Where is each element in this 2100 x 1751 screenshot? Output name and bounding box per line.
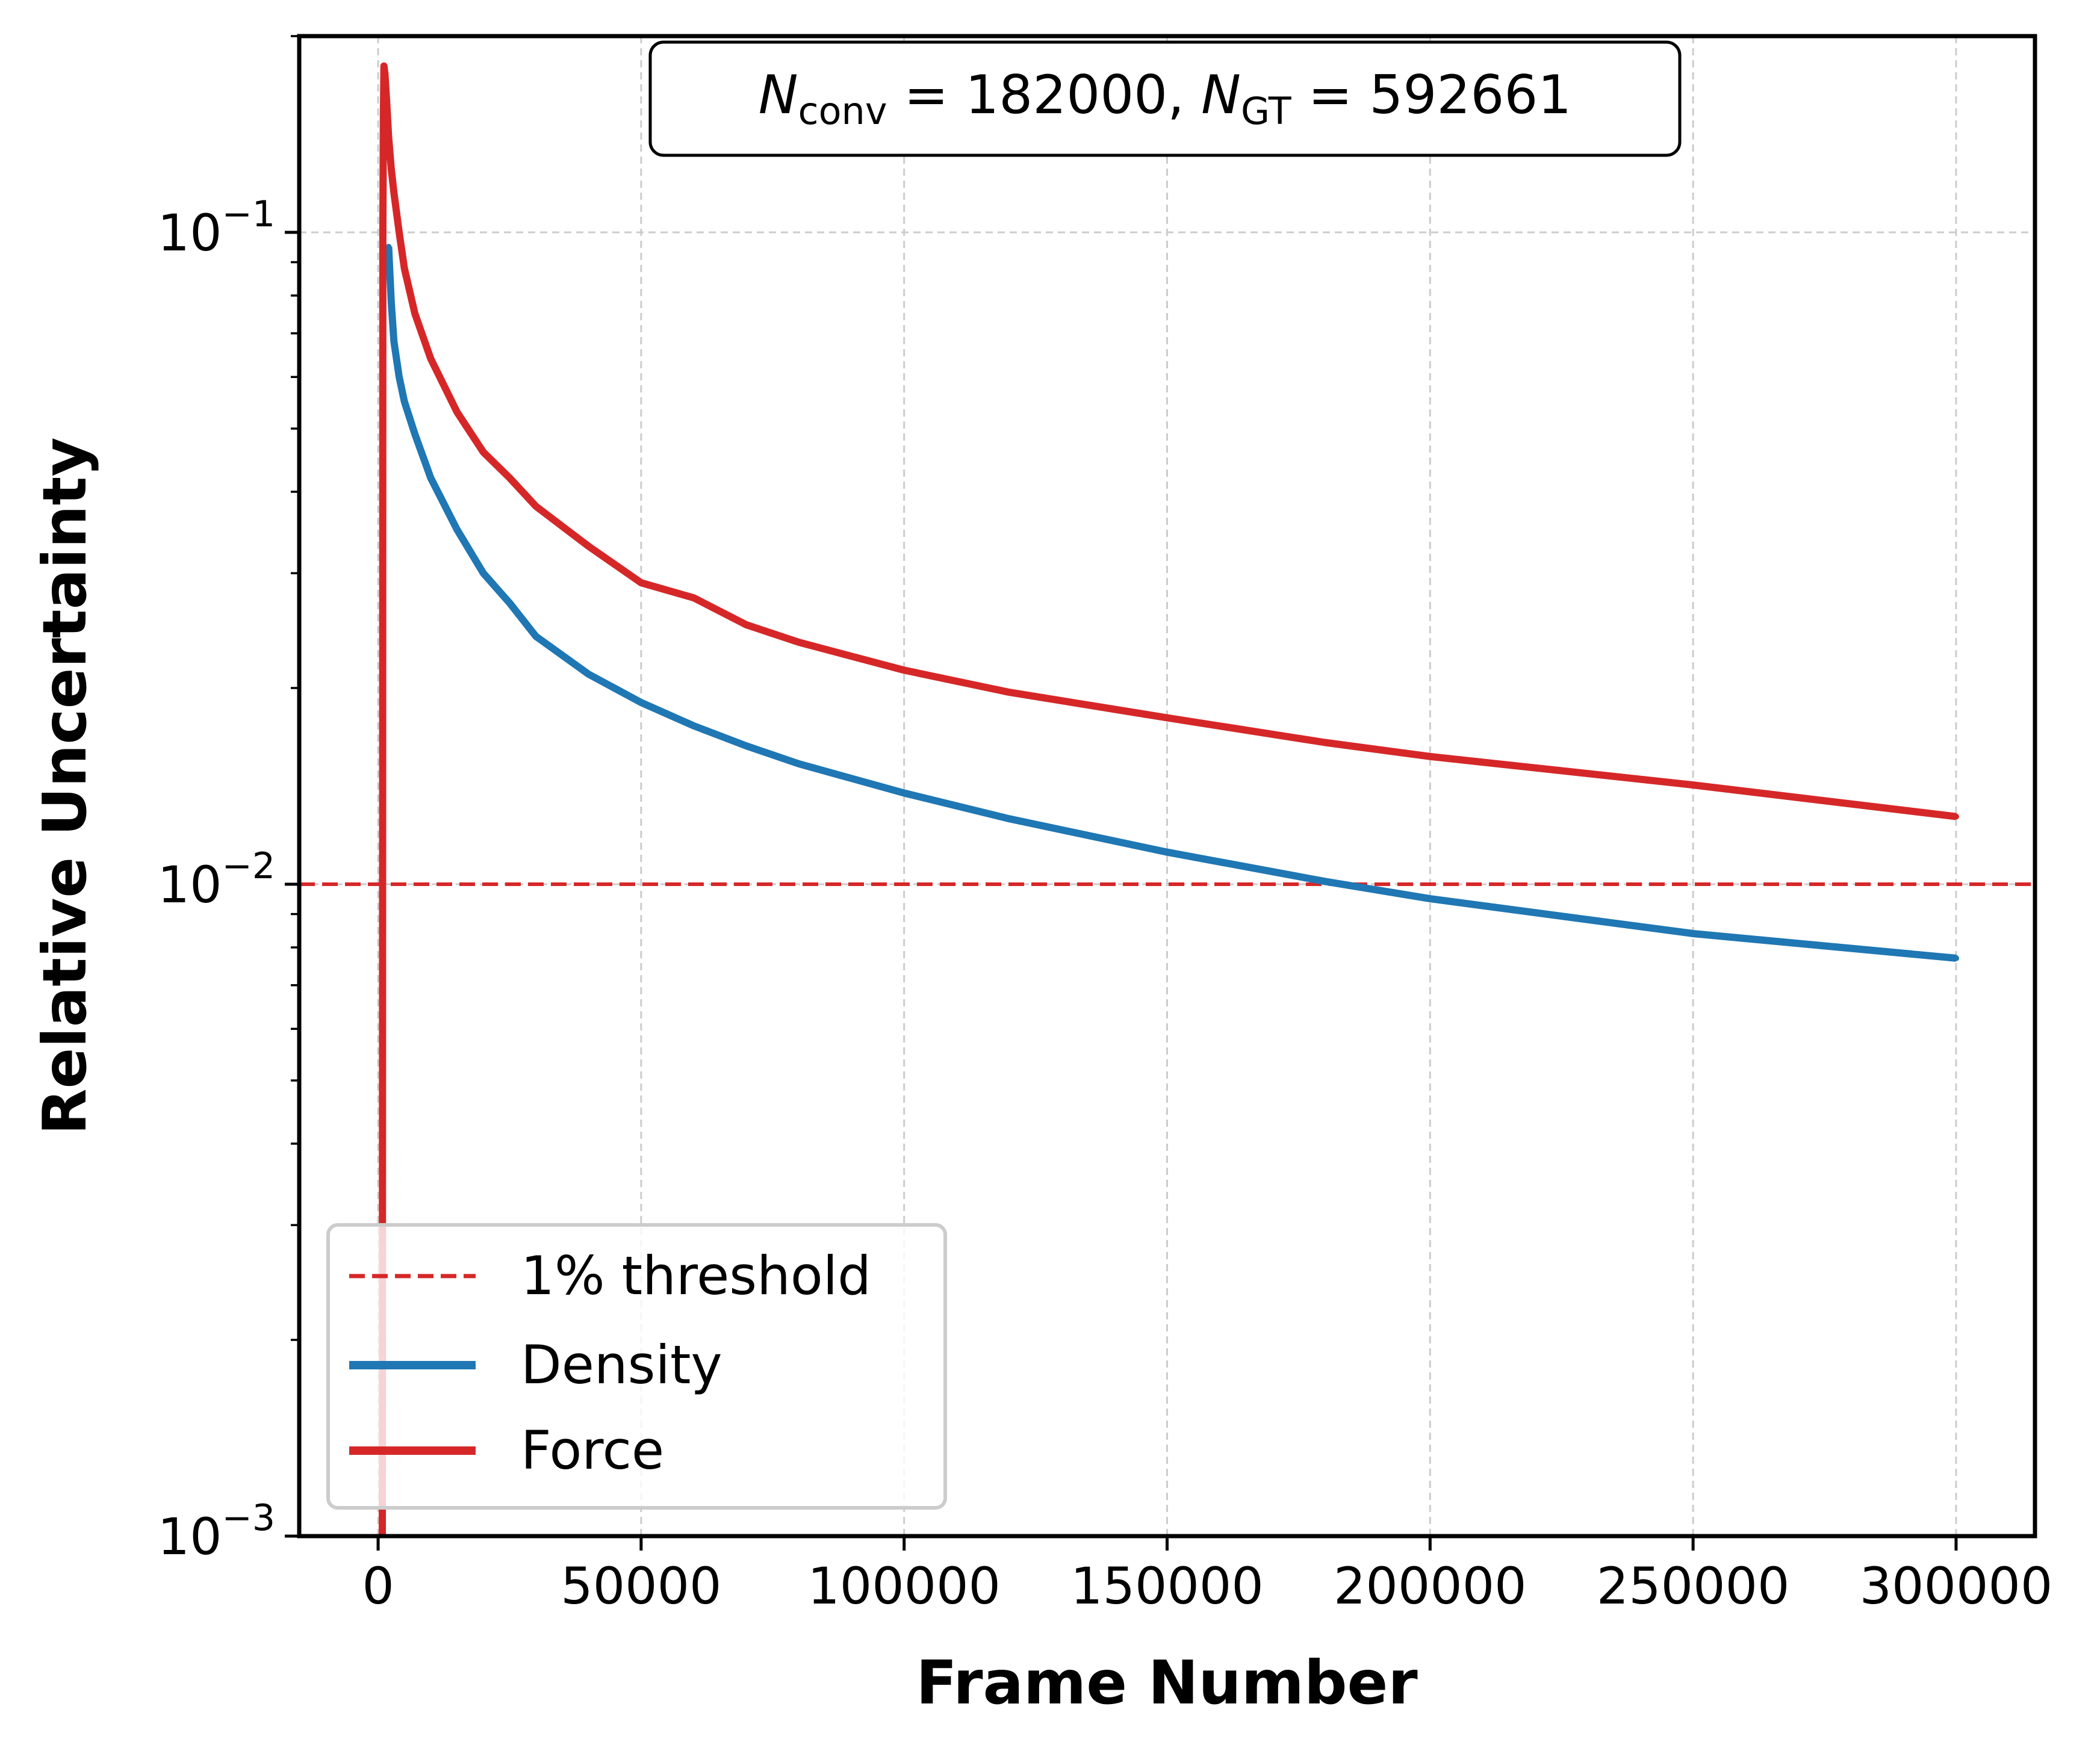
force-point [1164, 714, 1170, 721]
force-point [1006, 689, 1013, 696]
force-point [385, 134, 392, 140]
density-point [427, 475, 434, 481]
x-tick-label: 150000 [1070, 1557, 1264, 1616]
y-tick-label: 10−2 [158, 845, 275, 914]
n-gt-symbol: N [1201, 64, 1241, 126]
legend-density-label: Density [521, 1334, 722, 1396]
x-tick-label: 100000 [807, 1557, 1001, 1616]
y-axis-label: Relative Uncertainty [30, 437, 100, 1135]
force-point [388, 166, 394, 173]
force-point [638, 580, 644, 586]
force-point [396, 229, 402, 235]
x-tick-label: 200000 [1334, 1557, 1527, 1616]
density-point [691, 722, 697, 729]
force-point [743, 622, 750, 628]
density-point [412, 431, 418, 438]
force-point [380, 114, 387, 121]
force-point [506, 475, 513, 481]
density-point [1427, 896, 1434, 902]
density-point [1006, 816, 1013, 822]
density-point [388, 299, 394, 306]
force-point [1427, 753, 1434, 760]
force-point [1953, 813, 1959, 820]
force-point [796, 639, 802, 646]
force-point [533, 503, 539, 510]
density-point [1322, 878, 1328, 885]
force-point [1690, 782, 1697, 789]
density-point [901, 790, 907, 796]
force-point [454, 409, 461, 415]
density-point [743, 743, 750, 749]
legend: 1% threshold Density Force [326, 1223, 947, 1510]
density-point [401, 398, 408, 405]
density-point [585, 671, 592, 677]
y-tick-label: 10−1 [158, 193, 275, 262]
y-tick-label: 10−3 [158, 1497, 275, 1566]
series-layer [299, 62, 2035, 1536]
density-point [1690, 931, 1697, 937]
annotation-text: Nconv = 182000, NGT = 592661 [759, 64, 1572, 133]
force-point [691, 595, 697, 601]
force-point [480, 449, 486, 456]
x-tick-label: 250000 [1597, 1557, 1790, 1616]
x-tick-label: 0 [362, 1557, 394, 1616]
x-tick-label: 300000 [1860, 1557, 2053, 1616]
legend-force-label: Force [521, 1419, 664, 1481]
force-point [585, 543, 592, 550]
x-tick-label: 50000 [561, 1557, 721, 1616]
force-point [391, 190, 397, 196]
density-point [533, 633, 539, 640]
density-point [1164, 849, 1170, 855]
axis-ticks: 0 50000 100000 150000 200000 250000 300000 10−3… [158, 35, 2053, 1616]
x-axis-label: Frame Number [916, 1647, 1418, 1718]
n-gt-subscript: GT [1241, 89, 1292, 133]
annotation-box: Nconv = 182000, NGT = 592661 [648, 40, 1682, 157]
n-conv-subscript: conv [798, 89, 887, 133]
force-point [401, 265, 408, 272]
density-point [796, 761, 802, 767]
legend-threshold-label: 1% threshold [521, 1245, 871, 1307]
n-conv-value: 182000 [965, 64, 1167, 126]
density-point [638, 699, 644, 706]
density-point [454, 526, 461, 533]
density-point [396, 374, 402, 380]
density-point [1953, 955, 1959, 961]
n-gt-value: 592661 [1369, 64, 1571, 126]
density-point [391, 338, 397, 345]
n-conv-symbol: N [759, 64, 798, 126]
force-point [901, 667, 907, 674]
force-point [1322, 739, 1328, 746]
force-point [427, 355, 434, 362]
density-point [480, 570, 486, 577]
force-point [412, 311, 418, 317]
density-point [506, 600, 513, 606]
force-point [384, 96, 390, 102]
force-point [381, 63, 387, 69]
force-point [382, 70, 388, 77]
density-point [385, 244, 392, 250]
force-point [379, 229, 386, 235]
